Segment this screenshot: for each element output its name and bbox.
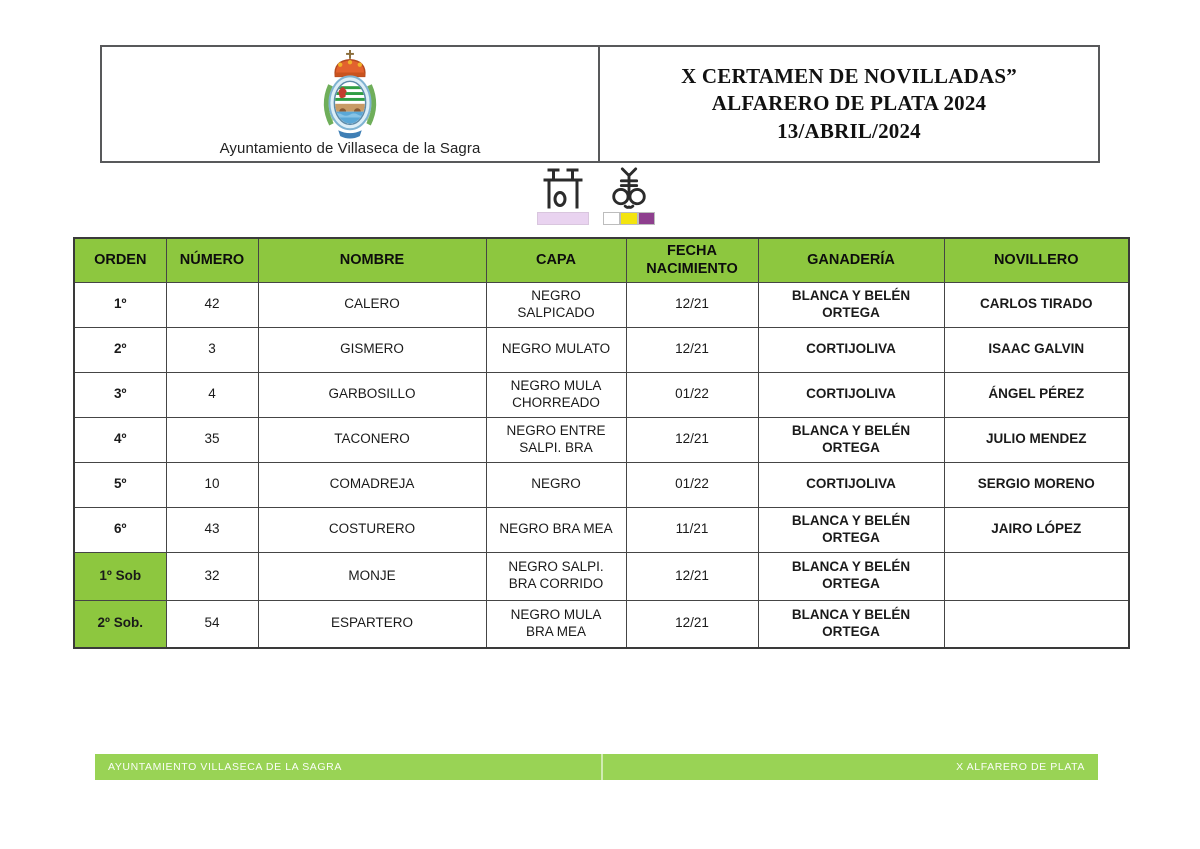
header-box: Ayuntamiento de Villaseca de la Sagra X … [100, 45, 1100, 163]
cell-numero: 32 [165, 551, 259, 601]
cell-numero: 10 [165, 461, 259, 508]
cell-nombre: GISMERO [257, 326, 487, 373]
cell-orden: 1º Sob [73, 551, 167, 601]
title-line-2: ALFARERO DE PLATA 2024 [711, 91, 987, 116]
cell-nombre: COSTURERO [257, 506, 487, 553]
column-header-capa: CAPA [485, 237, 627, 283]
cell-nombre: GARBOSILLO [257, 371, 487, 418]
cell-fecha: 12/21 [625, 551, 759, 601]
cell-ganaderia: BLANCA Y BELÉN ORTEGA [757, 416, 945, 463]
cell-capa: NEGRO SALPICADO [485, 281, 627, 328]
title-line-3: 13/ABRIL/2024 [777, 118, 921, 143]
column-header-fecha: FECHA NACIMIENTO [625, 237, 759, 283]
cell-orden: 1º [73, 281, 167, 328]
bulls-table-body: 1º 42 CALERO NEGRO SALPICADO 12/21 BLANC… [73, 281, 1130, 649]
cell-orden: 2º Sob. [73, 599, 167, 649]
cell-nombre: TACONERO [257, 416, 487, 463]
footer-bar: AYUNTAMIENTO VILLASECA DE LA SAGRA X ALF… [95, 754, 1098, 780]
table-row: 2º Sob. 54 ESPARTERO NEGRO MULA BRA MEA … [73, 599, 1130, 649]
cell-fecha: 12/21 [625, 281, 759, 328]
cell-capa: NEGRO MULA CHORREADO [485, 371, 627, 418]
cell-novillero: ISAAC GALVIN [943, 326, 1130, 373]
cell-fecha: 01/22 [625, 371, 759, 418]
cell-capa: NEGRO ENTRE SALPI. BRA [485, 416, 627, 463]
cell-ganaderia: CORTIJOLIVA [757, 371, 945, 418]
table-row: 4º 35 TACONERO NEGRO ENTRE SALPI. BRA 12… [73, 416, 1130, 463]
cell-novillero [943, 599, 1130, 649]
cell-fecha: 12/21 [625, 599, 759, 649]
cell-numero: 35 [165, 416, 259, 463]
cell-ganaderia: BLANCA Y BELÉN ORTEGA [757, 599, 945, 649]
municipal-crest-icon [323, 50, 377, 139]
table-row: 1º Sob 32 MONJE NEGRO SALPI. BRA CORRIDO… [73, 551, 1130, 601]
cell-fecha: 12/21 [625, 416, 759, 463]
cell-ganaderia: BLANCA Y BELÉN ORTEGA [757, 551, 945, 601]
column-header-nombre: NOMBRE [257, 237, 487, 283]
event-title: X CERTAMEN DE NOVILLADAS” ALFARERO DE PL… [600, 47, 1098, 161]
cell-nombre: CALERO [257, 281, 487, 328]
cell-numero: 54 [165, 599, 259, 649]
divisa-brand-1 [537, 212, 589, 225]
cell-novillero: SERGIO MORENO [943, 461, 1130, 508]
footer-divider [600, 754, 603, 780]
cell-numero: 3 [165, 326, 259, 373]
hierro-brand-1-icon [543, 168, 583, 209]
ganaderia-brands [537, 167, 655, 225]
cell-fecha: 11/21 [625, 506, 759, 553]
cell-nombre: MONJE [257, 551, 487, 601]
cell-numero: 43 [165, 506, 259, 553]
cell-ganaderia: BLANCA Y BELÉN ORTEGA [757, 281, 945, 328]
footer-left-text: AYUNTAMIENTO VILLASECA DE LA SAGRA [108, 761, 342, 773]
cell-capa: NEGRO SALPI. BRA CORRIDO [485, 551, 627, 601]
table-row: 2º 3 GISMERO NEGRO MULATO 12/21 CORTIJOL… [73, 326, 1130, 373]
column-header-orden: ORDEN [73, 237, 167, 283]
brand-item-2 [603, 167, 655, 225]
cell-novillero: ÁNGEL PÉREZ [943, 371, 1130, 418]
column-header-numero: NÚMERO [165, 237, 259, 283]
cell-capa: NEGRO MULATO [485, 326, 627, 373]
cell-capa: NEGRO MULA BRA MEA [485, 599, 627, 649]
table-row: 6º 43 COSTURERO NEGRO BRA MEA 11/21 BLAN… [73, 506, 1130, 553]
divisa-brand-2 [603, 212, 655, 225]
cell-novillero: JULIO MENDEZ [943, 416, 1130, 463]
cell-orden: 3º [73, 371, 167, 418]
cell-orden: 2º [73, 326, 167, 373]
cell-ganaderia: CORTIJOLIVA [757, 461, 945, 508]
logo-caption: Ayuntamiento de Villaseca de la Sagra [219, 140, 481, 157]
cell-capa: NEGRO [485, 461, 627, 508]
cell-capa: NEGRO BRA MEA [485, 506, 627, 553]
cell-ganaderia: CORTIJOLIVA [757, 326, 945, 373]
cell-orden: 6º [73, 506, 167, 553]
hierro-brand-2-icon [612, 167, 646, 209]
cell-ganaderia: BLANCA Y BELÉN ORTEGA [757, 506, 945, 553]
cell-numero: 42 [165, 281, 259, 328]
footer-right-text: X ALFARERO DE PLATA [956, 761, 1085, 773]
cell-novillero: CARLOS TIRADO [943, 281, 1130, 328]
brand-item-1 [537, 167, 589, 225]
table-row: 3º 4 GARBOSILLO NEGRO MULA CHORREADO 01/… [73, 371, 1130, 418]
cell-nombre: COMADREJA [257, 461, 487, 508]
cell-orden: 4º [73, 416, 167, 463]
cell-novillero: JAIRO LÓPEZ [943, 506, 1130, 553]
cell-novillero [943, 551, 1130, 601]
column-header-ganaderia: GANADERÍA [757, 237, 945, 283]
title-line-1: X CERTAMEN DE NOVILLADAS” [681, 64, 1017, 89]
table-row: 1º 42 CALERO NEGRO SALPICADO 12/21 BLANC… [73, 281, 1130, 328]
header-logo-cell: Ayuntamiento de Villaseca de la Sagra [102, 47, 600, 161]
table-header-row: ORDEN NÚMERO NOMBRE CAPA FECHA NACIMIENT… [73, 237, 1130, 283]
cell-numero: 4 [165, 371, 259, 418]
cell-fecha: 12/21 [625, 326, 759, 373]
cell-orden: 5º [73, 461, 167, 508]
bulls-table: ORDEN NÚMERO NOMBRE CAPA FECHA NACIMIENT… [73, 237, 1130, 649]
cell-fecha: 01/22 [625, 461, 759, 508]
cell-nombre: ESPARTERO [257, 599, 487, 649]
table-row: 5º 10 COMADREJA NEGRO 01/22 CORTIJOLIVA … [73, 461, 1130, 508]
column-header-novillero: NOVILLERO [943, 237, 1130, 283]
